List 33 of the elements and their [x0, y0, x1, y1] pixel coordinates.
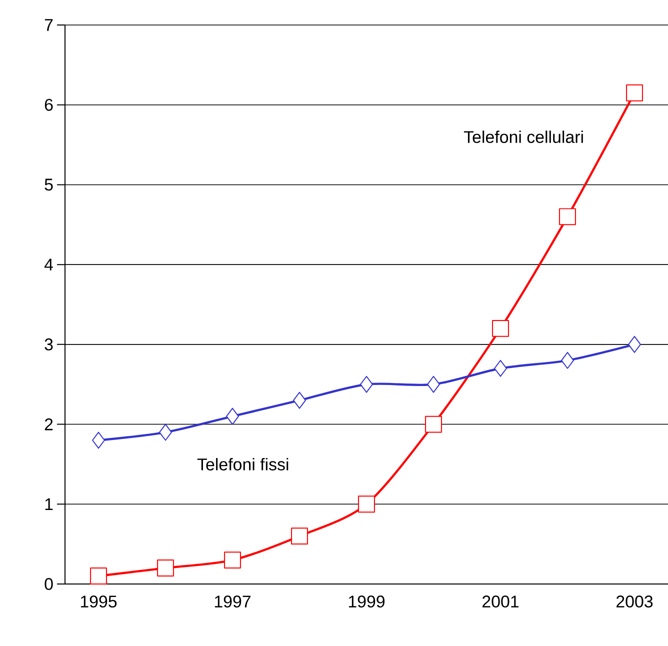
point — [492, 320, 509, 337]
point — [494, 360, 507, 377]
y-tick-label: 5 — [44, 178, 53, 191]
y-tick-label: 0 — [44, 578, 53, 590]
point — [360, 376, 373, 393]
x-tick-label: 2001 — [482, 596, 519, 608]
point — [626, 84, 643, 102]
y-tick-label: 3 — [44, 338, 53, 350]
point — [291, 528, 308, 545]
y-tick-label: 1 — [45, 498, 53, 510]
point — [90, 568, 107, 584]
point — [224, 552, 241, 569]
x-tick-label: 2003 — [616, 596, 653, 608]
series-label: Telefoni cellulari — [464, 130, 583, 144]
point — [358, 496, 375, 513]
y-tick-label: 7 — [44, 19, 53, 31]
y-tick-label: 2 — [44, 418, 53, 430]
point — [293, 392, 306, 409]
x-tick-label: 1999 — [348, 596, 385, 608]
point — [427, 376, 440, 393]
point — [226, 408, 239, 425]
point — [561, 352, 574, 369]
x-tick-label: 1995 — [80, 596, 117, 608]
y-tick-label: 6 — [44, 98, 53, 111]
x-tick-label: 1997 — [214, 596, 250, 608]
point — [159, 424, 172, 441]
point — [559, 208, 576, 226]
point — [425, 416, 442, 433]
point — [157, 560, 174, 576]
point — [628, 336, 641, 353]
series-label: Telefoni fissi — [197, 458, 288, 470]
point — [92, 432, 105, 449]
y-tick-label: 4 — [44, 258, 53, 270]
